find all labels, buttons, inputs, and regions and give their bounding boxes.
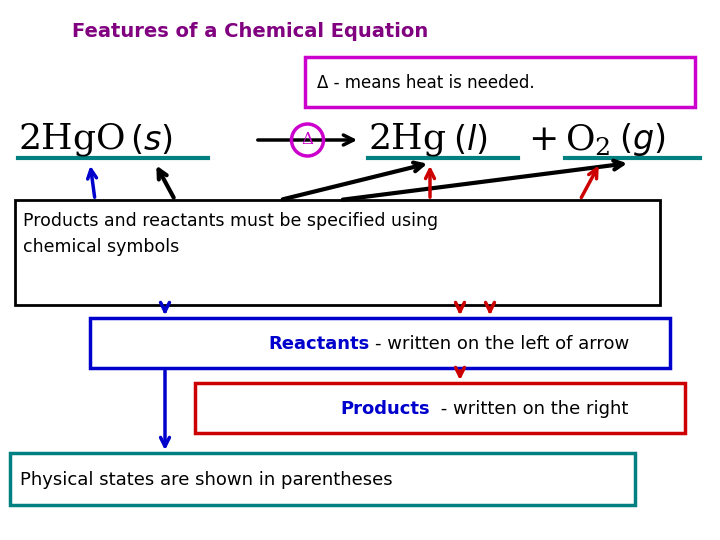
- Text: Products: Products: [341, 400, 430, 418]
- Text: Reactants: Reactants: [269, 335, 370, 353]
- Text: $(g)$: $(g)$: [619, 122, 665, 159]
- FancyBboxPatch shape: [90, 318, 670, 368]
- Text: Δ - means heat is needed.: Δ - means heat is needed.: [317, 74, 535, 92]
- Text: +: +: [528, 123, 559, 157]
- Text: $\mathregular{2HgO}$: $\mathregular{2HgO}$: [18, 122, 125, 159]
- FancyBboxPatch shape: [10, 453, 635, 505]
- FancyBboxPatch shape: [195, 383, 685, 433]
- Text: - written on the left of arrow: - written on the left of arrow: [375, 335, 629, 353]
- Text: $\mathregular{2Hg}$: $\mathregular{2Hg}$: [368, 122, 446, 159]
- Text: $(s)$: $(s)$: [130, 123, 173, 157]
- Text: Features of a Chemical Equation: Features of a Chemical Equation: [72, 22, 428, 41]
- Text: $(l)$: $(l)$: [453, 123, 487, 157]
- Text: Δ: Δ: [302, 132, 313, 148]
- Text: $\mathregular{O_2}$: $\mathregular{O_2}$: [565, 122, 611, 158]
- FancyBboxPatch shape: [305, 57, 695, 107]
- Text: Products and reactants must be specified using
chemical symbols: Products and reactants must be specified…: [23, 212, 438, 256]
- FancyBboxPatch shape: [15, 200, 660, 305]
- Text: - written on the right: - written on the right: [435, 400, 629, 418]
- Text: Physical states are shown in parentheses: Physical states are shown in parentheses: [20, 471, 392, 489]
